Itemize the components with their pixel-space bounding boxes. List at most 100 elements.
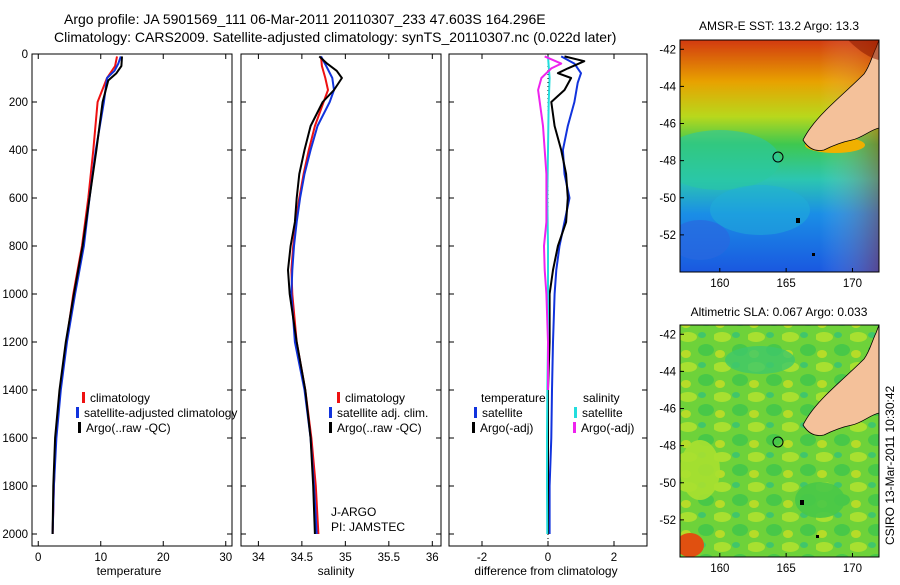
legend-swatch-sal-satellite [574, 407, 577, 418]
map-y-tick-label: -48 [659, 441, 676, 453]
new-zealand-land [802, 40, 879, 151]
legend-swatch-temp-argo [472, 422, 475, 433]
series-line-salinity-satellite [546, 56, 551, 535]
legend-label-argo: Argo(..raw -QC) [337, 421, 422, 435]
map-y-tick-label: -44 [659, 81, 676, 93]
x-tick-label: 0 [545, 552, 551, 564]
temperature-axes [31, 53, 233, 547]
float-position-marker [772, 436, 784, 448]
y-tick-label: 1200 [2, 337, 28, 349]
map-y-tick-label: -52 [659, 230, 676, 242]
data-centre-label: J-ARGO [331, 505, 376, 519]
map-x-tick-label: 165 [777, 563, 796, 575]
credit-timestamp: CSIRO 13-Mar-2011 10:30:42 [883, 385, 897, 545]
y-tick-label: 800 [9, 241, 28, 253]
sla-patch [680, 440, 720, 500]
map-y-tick-label: -48 [659, 156, 676, 168]
map-y-tick-label: -46 [659, 404, 676, 416]
y-tick-label: 200 [9, 97, 28, 109]
legend-label-satellite: satellite-adjusted climatology [84, 406, 237, 420]
series-line-argo-raw-qc- [51, 56, 123, 535]
legend-swatch-argo [329, 422, 332, 433]
legend-label-argo: Argo(..raw -QC) [86, 421, 171, 435]
map-x-tick-label: 170 [843, 278, 862, 290]
temperature-xlabel: temperature [97, 564, 162, 578]
map-y-tick-label: -42 [659, 44, 676, 56]
map-y-tick-label: -42 [659, 329, 676, 341]
x-tick-label: 36 [426, 552, 439, 564]
map-y-tick-label: -50 [659, 193, 676, 205]
x-tick-label: 0 [35, 552, 41, 564]
legend-label-temp-argo: Argo(-adj) [480, 421, 533, 435]
map-x-tick-label: 160 [710, 563, 729, 575]
legend-heading-temperature: temperature [481, 391, 546, 405]
sst-warm-corner [848, 40, 879, 60]
map-y-tick-label: -52 [659, 515, 676, 527]
y-tick-label: 1400 [2, 385, 28, 397]
x-tick-label: -2 [477, 552, 487, 564]
sla-map-frame [679, 324, 880, 558]
map-x-tick-label: 170 [843, 563, 862, 575]
legend-label-sal-argo: Argo(-adj) [581, 421, 634, 435]
y-tick-label: 600 [9, 193, 28, 205]
map-y-tick-label: -50 [659, 478, 676, 490]
series-line-argo-raw-qc- [287, 55, 343, 535]
sla-patch [795, 482, 845, 518]
sla-map [680, 325, 879, 557]
y-tick-label: 2000 [2, 529, 28, 541]
sst-patch [710, 185, 810, 235]
temperature-legend: climatology satellite-adjusted climatolo… [76, 391, 237, 435]
legend-label-climatology: climatology [90, 391, 150, 405]
sla-map-title: Altimetric SLA: 0.067 Argo: 0.033 [691, 305, 868, 319]
legend-swatch-argo [78, 422, 81, 433]
sst-map-ticks: 160 165 170 -42 -44 -46 -48 -50 -52 [659, 44, 862, 290]
legend-heading-salinity: salinity [583, 391, 620, 405]
snares-islands [812, 253, 815, 256]
difference-plot: -2 0 2 [449, 53, 647, 564]
legend-swatch-satellite [329, 407, 332, 418]
sla-patch [725, 346, 795, 374]
salinity-xlabel: salinity [318, 564, 355, 578]
sst-patch [680, 130, 780, 190]
map-y-tick-label: -44 [659, 366, 676, 378]
y-tick-label: 400 [9, 145, 28, 157]
x-tick-label: 20 [157, 552, 170, 564]
legend-swatch-sal-argo [573, 422, 576, 433]
sla-map-ticks: 160 165 170 -42 -44 -46 -48 -50 -52 [659, 329, 862, 575]
y-tick-label: 0 [22, 49, 28, 61]
x-tick-label: 34.5 [291, 552, 313, 564]
x-tick-label: 34 [252, 552, 265, 564]
legend-label-satellite: satellite adj. clim. [337, 406, 428, 420]
snares-islands [816, 535, 819, 538]
series-line-salinity-argo-adj- [537, 55, 563, 390]
map-y-tick-label: -46 [659, 119, 676, 131]
difference-xlabel: difference from climatology [474, 564, 617, 578]
stewart-island [800, 500, 804, 505]
salinity-axes [240, 53, 442, 547]
sst-map-title: AMSR-E SST: 13.2 Argo: 13.3 [699, 19, 859, 33]
legend-label-temp-satellite: satellite [482, 406, 523, 420]
x-tick-label: 35.5 [378, 552, 400, 564]
temperature-plot: 0 10 20 30 0 200 400 600 800 1000 1200 1400 1600 1800… [2, 49, 232, 564]
sst-patch [680, 220, 730, 260]
title-line-1: Argo profile: JA 5901569_111 06-Mar-2011… [64, 11, 546, 27]
x-tick-label: 2 [611, 552, 617, 564]
stewart-island [796, 218, 800, 223]
legend-swatch-climatology [82, 392, 85, 403]
legend-swatch-climatology [337, 392, 340, 403]
legend-label-sal-satellite: satellite [582, 406, 623, 420]
x-tick-label: 10 [94, 552, 107, 564]
new-zealand-land [802, 325, 879, 436]
y-tick-label: 1800 [2, 481, 28, 493]
y-tick-label: 1000 [2, 289, 28, 301]
sst-map-frame [679, 39, 880, 273]
x-tick-label: 35 [339, 552, 352, 564]
map-x-tick-label: 160 [710, 278, 729, 290]
y-tick-label: 1600 [2, 433, 28, 445]
title-line-2: Climatology: CARS2009. Satellite-adjuste… [54, 29, 616, 45]
pi-label: PI: JAMSTEC [331, 520, 405, 534]
x-tick-label: 30 [219, 552, 232, 564]
legend-swatch-satellite [76, 407, 79, 418]
sst-map [680, 40, 879, 272]
